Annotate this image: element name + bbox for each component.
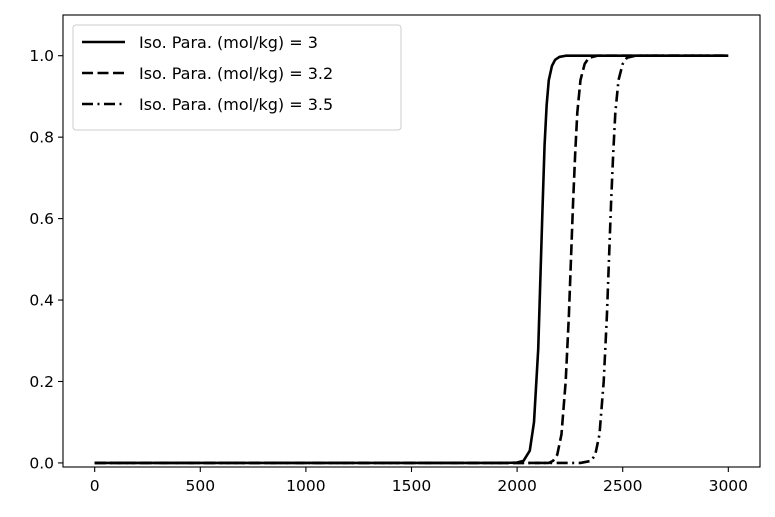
x-tick-label: 1000 (286, 477, 325, 495)
legend-box (72, 24, 402, 131)
axes-layer: 0 500 1000 1500 2000 2500 3000 0.0 0.2 0.4 0.6 0.8 1… (29, 14, 761, 495)
legend-label-2: Iso. Para. (mol/kg) = 3.5 (139, 95, 333, 114)
y-tick-label: 1.0 (29, 47, 54, 65)
y-tick-label: 0.4 (29, 292, 54, 310)
y-tick-label: 0.8 (29, 129, 54, 147)
x-tick-label: 0 (90, 477, 100, 495)
legend: Iso. Para. (mol/kg) = 3 Iso. Para. (mol/k… (72, 24, 402, 131)
legend-label-0: Iso. Para. (mol/kg) = 3 (139, 33, 318, 52)
x-tick-label: 2000 (497, 477, 536, 495)
series-layer (94, 54, 729, 465)
x-tick-label: 500 (185, 477, 215, 495)
x-tick-label: 1500 (392, 477, 431, 495)
y-tick-label: 0.6 (29, 210, 54, 228)
series-line-2 (94, 54, 729, 465)
y-tick-label: 0.0 (29, 454, 54, 472)
x-tick-label: 2500 (603, 477, 642, 495)
y-tick-label: 0.2 (29, 373, 54, 391)
x-tick-label: 3000 (709, 477, 748, 495)
legend-label-1: Iso. Para. (mol/kg) = 3.2 (139, 64, 333, 83)
series-line-1 (94, 54, 729, 465)
